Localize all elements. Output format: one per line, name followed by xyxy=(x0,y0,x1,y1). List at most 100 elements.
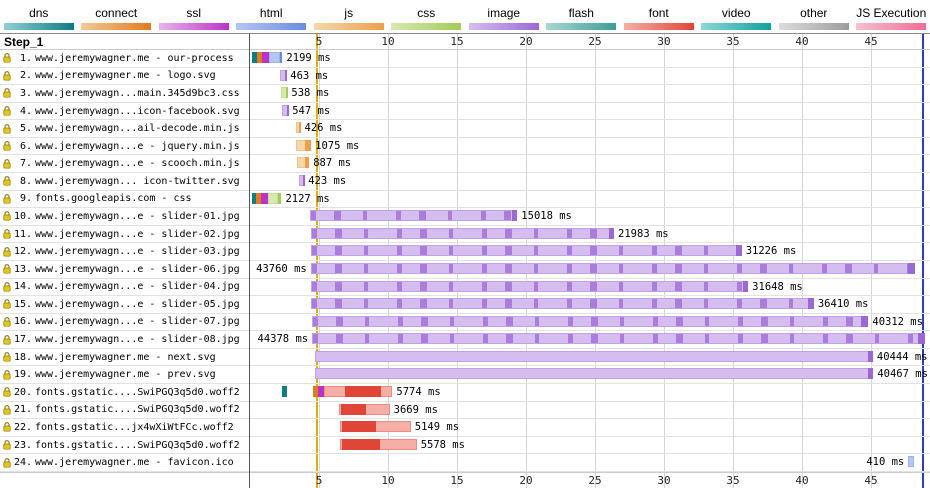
request-url[interactable]: www.jeremywagner.me - prev.svg xyxy=(35,369,216,381)
request-label-row-1[interactable]: 1. www.jeremywagner.me - our-process xyxy=(0,50,249,68)
request-bar-10-image[interactable] xyxy=(512,210,518,222)
request-label-row-21[interactable]: 21. fonts.gstatic....SwiPGQ3q5d0.woff2 xyxy=(0,402,249,420)
request-bar-13-image[interactable] xyxy=(310,262,915,274)
request-url[interactable]: www.jeremywagn...e - slider-01.jpg xyxy=(35,210,240,222)
request-label-row-2[interactable]: 2. www.jeremywagner.me - logo.svg xyxy=(0,68,249,86)
request-url[interactable]: www.jeremywagner.me - logo.svg xyxy=(35,70,216,82)
request-url[interactable]: www.jeremywagner.me - next.svg xyxy=(35,351,216,363)
request-label-row-23[interactable]: 23. fonts.gstatic....SwiPGQ3q5d0.woff2 xyxy=(0,437,249,455)
request-url[interactable]: www.jeremywagn...e - jquery.min.js xyxy=(35,140,240,152)
request-url[interactable]: www.jeremywagn...e - scooch.min.js xyxy=(35,158,240,170)
request-label-row-9[interactable]: 9. fonts.googleapis.com - css xyxy=(0,191,249,209)
request-bar-9-css[interactable] xyxy=(267,192,278,204)
request-bar-16-image[interactable] xyxy=(861,315,869,327)
request-bar-6-js[interactable] xyxy=(305,139,312,151)
request-bar-2-image[interactable] xyxy=(284,69,287,81)
request-label-row-14[interactable]: 14. www.jeremywagn...e - slider-04.jpg xyxy=(0,279,249,297)
request-label-row-4[interactable]: 4. www.jeremywagn...icon-facebook.svg xyxy=(0,103,249,121)
request-duration-label-23: 5578 ms xyxy=(420,438,465,451)
request-label-row-12[interactable]: 12. www.jeremywagn...e - slider-03.jpg xyxy=(0,243,249,261)
request-bar-24-html[interactable] xyxy=(908,456,914,468)
request-bar-5-js[interactable] xyxy=(299,122,302,134)
request-bar-18-image[interactable] xyxy=(314,350,873,362)
request-bar-1-html[interactable] xyxy=(269,52,280,63)
request-bar-8-image[interactable] xyxy=(302,175,305,187)
legend-label: font xyxy=(648,5,669,20)
request-label-row-24[interactable]: 24. www.jeremywagner.me - favicon.ico xyxy=(0,454,249,472)
request-label-row-16[interactable]: 16. www.jeremywagn...e - slider-07.jpg xyxy=(0,314,249,332)
request-bar-22-font[interactable] xyxy=(341,421,377,433)
request-label-row-18[interactable]: 18. www.jeremywagner.me - next.svg xyxy=(0,349,249,367)
request-label-row-7[interactable]: 7. www.jeremywagn...e - scooch.min.js xyxy=(0,155,249,174)
request-bar-9-connect[interactable] xyxy=(256,192,262,204)
request-label-row-6[interactable]: 6. www.jeremywagn...e - jquery.min.js xyxy=(0,138,249,156)
request-bar-1-html[interactable] xyxy=(279,52,283,63)
request-bar-7-js[interactable] xyxy=(304,157,310,169)
request-label-row-5[interactable]: 5. www.jeremywagn...ail-decode.min.js xyxy=(0,120,249,138)
request-bar-18-image[interactable] xyxy=(867,350,873,362)
request-bar-3-css[interactable] xyxy=(286,87,289,99)
request-bar-21-font[interactable] xyxy=(341,403,366,415)
request-bar-1-connect[interactable] xyxy=(256,52,263,63)
request-label-row-20[interactable]: 20. fonts.gstatic....SwiPGQ3q5d0.woff2 xyxy=(0,384,249,402)
request-label-row-17[interactable]: 17. www.jeremywagn...e - slider-08.jpg xyxy=(0,331,249,349)
request-bar-19-image[interactable] xyxy=(314,368,874,380)
request-url[interactable]: fonts.gstatic....SwiPGQ3q5d0.woff2 xyxy=(35,439,240,451)
request-url[interactable]: www.jeremywagn...ail-decode.min.js xyxy=(35,123,240,135)
request-url[interactable]: www.jeremywagn...e - slider-05.jpg xyxy=(35,298,240,310)
request-bar-16-image[interactable] xyxy=(312,315,869,327)
request-bar-1-dns[interactable] xyxy=(252,52,257,63)
request-url[interactable]: fonts.gstatic....SwiPGQ3q5d0.woff2 xyxy=(35,404,240,416)
request-bar-13-image[interactable] xyxy=(908,262,915,274)
request-bar-11-image[interactable] xyxy=(310,227,615,239)
request-bar-10-image[interactable] xyxy=(310,210,518,222)
request-bar-23-font[interactable] xyxy=(342,438,380,450)
request-label-row-10[interactable]: 10. www.jeremywagn...e - slider-01.jpg xyxy=(0,208,249,226)
request-label-row-22[interactable]: 22. fonts.gstatic...jx4wXiWtFCc.woff2 xyxy=(0,419,249,437)
request-label-row-13[interactable]: 13. www.jeremywagn...e - slider-06.jpg xyxy=(0,261,249,279)
request-url[interactable]: www.jeremywagn... icon-twitter.svg xyxy=(35,175,240,187)
request-url[interactable]: www.jeremywagner.me - our-process xyxy=(35,52,234,64)
request-bar-1-ssl[interactable] xyxy=(262,52,270,63)
request-bar-15-image[interactable] xyxy=(311,298,814,310)
request-bar-14-image[interactable] xyxy=(742,280,749,292)
request-bar-20-font[interactable] xyxy=(345,385,382,397)
request-url[interactable]: www.jeremywagn...e - slider-07.jpg xyxy=(35,316,240,328)
request-bar-20-dns[interactable] xyxy=(282,385,287,397)
request-number: 7. xyxy=(19,158,32,170)
request-bar-15-image[interactable] xyxy=(807,298,814,310)
request-bar-17-image[interactable] xyxy=(917,333,925,345)
request-label-row-3[interactable]: 3. www.jeremywagn...main.345d9bc3.css xyxy=(0,85,249,103)
request-bar-9-dns[interactable] xyxy=(252,192,257,204)
request-url[interactable]: www.jeremywagn...e - slider-08.jpg xyxy=(35,334,240,346)
start-render-marker xyxy=(316,34,319,488)
request-bar-9-ssl[interactable] xyxy=(261,192,268,204)
request-duration-label-6: 1075 ms xyxy=(315,139,360,152)
gridline-15s xyxy=(457,34,458,488)
request-bar-20-connect[interactable] xyxy=(312,385,319,397)
request-url[interactable]: www.jeremywagn...e - slider-06.jpg xyxy=(35,263,240,275)
request-url[interactable]: www.jeremywagn...e - slider-04.jpg xyxy=(35,281,240,293)
request-url[interactable]: www.jeremywagn...icon-facebook.svg xyxy=(35,105,240,117)
request-bar-12-image[interactable] xyxy=(735,245,742,257)
request-url[interactable]: fonts.googleapis.com - css xyxy=(35,193,192,205)
request-label-row-19[interactable]: 19. www.jeremywagner.me - prev.svg xyxy=(0,366,249,384)
request-url[interactable]: www.jeremywagn...e - slider-03.jpg xyxy=(35,246,240,258)
request-bar-4-image[interactable] xyxy=(286,104,289,116)
request-label-row-11[interactable]: 11. www.jeremywagn...e - slider-02.jpg xyxy=(0,226,249,244)
request-url[interactable]: www.jeremywagn...main.345d9bc3.css xyxy=(35,87,240,99)
request-bar-17-image[interactable] xyxy=(312,333,925,345)
request-bar-14-image[interactable] xyxy=(311,280,749,292)
request-url[interactable]: fonts.gstatic...jx4wXiWtFCc.woff2 xyxy=(35,421,234,433)
request-bar-9-css[interactable] xyxy=(277,192,282,204)
request-url[interactable]: www.jeremywagn...e - slider-02.jpg xyxy=(35,228,240,240)
request-label-row-8[interactable]: 8. www.jeremywagn... icon-twitter.svg xyxy=(0,173,249,191)
request-bar-12-image[interactable] xyxy=(310,245,742,257)
request-bar-11-image[interactable] xyxy=(608,227,615,239)
request-bar-20-ssl[interactable] xyxy=(318,385,324,397)
request-label-row-15[interactable]: 15. www.jeremywagn...e - slider-05.jpg xyxy=(0,296,249,314)
request-bar-19-image[interactable] xyxy=(868,368,874,380)
legend-item-connect: connect xyxy=(78,0,156,33)
request-url[interactable]: www.jeremywagner.me - favicon.ico xyxy=(35,457,234,469)
request-url[interactable]: fonts.gstatic....SwiPGQ3q5d0.woff2 xyxy=(35,386,240,398)
